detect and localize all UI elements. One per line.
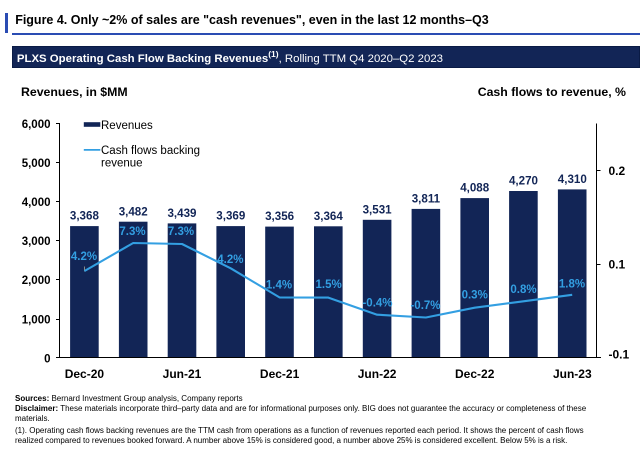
svg-text:1.8%: 1.8% <box>559 279 585 291</box>
svg-text:3,368: 3,368 <box>70 210 100 223</box>
svg-text:1,000: 1,000 <box>22 314 51 326</box>
svg-text:-0.7%: -0.7% <box>410 300 440 312</box>
svg-text:4,270: 4,270 <box>509 175 538 188</box>
svg-text:0: 0 <box>44 353 50 365</box>
svg-text:Dec-21: Dec-21 <box>260 367 300 381</box>
svg-text:7.3%: 7.3% <box>119 226 145 238</box>
svg-text:4,088: 4,088 <box>460 182 490 195</box>
svg-text:Dec-22: Dec-22 <box>455 367 495 381</box>
svg-text:4,310: 4,310 <box>558 173 587 186</box>
svg-text:7.3%: 7.3% <box>168 226 194 238</box>
svg-text:2,000: 2,000 <box>22 275 51 287</box>
svg-text:3,364: 3,364 <box>314 210 344 223</box>
svg-text:-0.1: -0.1 <box>609 348 630 362</box>
svg-text:Dec-20: Dec-20 <box>65 367 105 381</box>
svg-text:3,811: 3,811 <box>412 193 441 206</box>
svg-text:0.3%: 0.3% <box>462 290 488 302</box>
svg-text:3,439: 3,439 <box>167 207 197 220</box>
svg-text:revenue: revenue <box>101 157 143 169</box>
svg-text:0.2: 0.2 <box>609 164 626 178</box>
svg-text:4.2%: 4.2% <box>217 254 243 266</box>
svg-text:1.4%: 1.4% <box>266 280 292 292</box>
svg-text:6,000: 6,000 <box>22 119 51 131</box>
svg-text:3,482: 3,482 <box>119 205 148 218</box>
svg-text:5,000: 5,000 <box>22 158 51 170</box>
svg-text:4,000: 4,000 <box>22 197 51 209</box>
svg-text:3,369: 3,369 <box>216 210 246 223</box>
svg-text:Cash flows backing: Cash flows backing <box>101 145 200 157</box>
svg-text:Jun-21: Jun-21 <box>163 367 202 381</box>
svg-text:-0.4%: -0.4% <box>362 298 392 310</box>
svg-text:Jun-22: Jun-22 <box>358 367 397 381</box>
svg-text:0.1: 0.1 <box>609 258 626 272</box>
svg-text:1.5%: 1.5% <box>315 279 341 291</box>
svg-text:3,531: 3,531 <box>363 203 393 216</box>
svg-text:3,000: 3,000 <box>22 236 51 248</box>
svg-text:Jun-23: Jun-23 <box>553 367 592 381</box>
svg-text:3,356: 3,356 <box>265 210 295 223</box>
svg-text:4.2%: 4.2% <box>71 251 97 263</box>
svg-text:Revenues: Revenues <box>101 120 153 132</box>
svg-text:0.8%: 0.8% <box>510 284 536 296</box>
